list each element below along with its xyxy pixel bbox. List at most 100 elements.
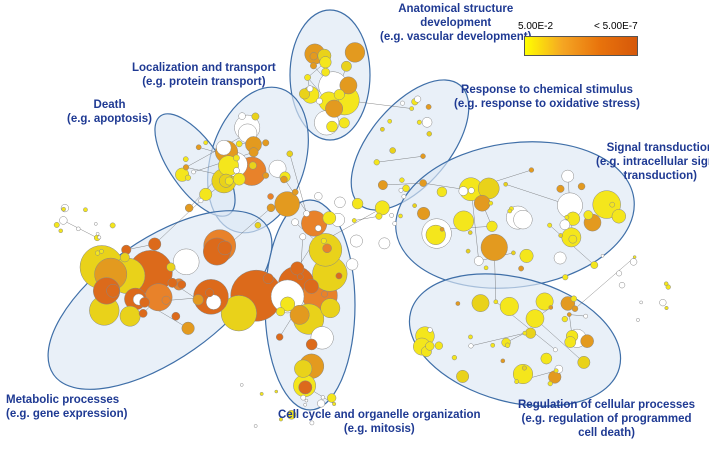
network-node [618,281,626,289]
network-node [519,248,534,263]
edge [382,182,424,186]
network-node [278,417,283,422]
network-node [148,237,162,251]
label-anatomical-line3: (e.g. vascular development) [380,31,532,43]
network-node [568,234,578,244]
network-node [205,288,214,298]
network-node [414,95,422,103]
network-node [468,187,475,194]
network-node [350,234,363,248]
network-node [341,60,352,72]
network-node [322,211,337,225]
network-node [580,334,594,348]
network-node [120,252,130,263]
network-node [451,354,458,361]
network-node [167,277,178,288]
network-node [181,321,195,335]
label-death-line1: Death [93,99,126,111]
network-node [636,318,640,322]
network-node [540,352,553,365]
network-node [275,333,284,341]
network-node [216,140,232,156]
network-node [270,279,305,314]
network-node [493,299,499,305]
network-node [184,174,191,181]
network-node [511,250,516,256]
network-node [286,150,294,158]
legend-low-label: 5.00E-2 [518,21,554,32]
network-node [61,206,66,212]
network-node [419,179,427,187]
label-cellcycle-line2: (e.g. mitosis) [343,423,415,435]
network-node [521,365,527,371]
network-node [518,265,524,272]
network-node [639,300,643,305]
network-node [590,261,599,269]
network-node [471,294,490,312]
network-node [455,301,461,306]
network-node [339,76,358,95]
network-node [303,278,319,294]
network-node [217,240,233,256]
network-node [535,292,554,311]
label-signal: Signal transduction (e.g. intracellular … [596,141,709,183]
network-node [184,203,194,213]
network-node [274,389,279,394]
network-node [558,233,564,238]
network-node [259,391,264,396]
network-node [346,258,359,271]
network-node [203,140,208,145]
network-node [310,62,317,70]
network-node [325,99,344,118]
edge [354,215,379,221]
network-node [326,120,338,133]
network-node [262,139,270,147]
network-node [267,193,274,200]
network-node [320,237,327,244]
network-node [294,359,313,378]
network-node [94,222,98,226]
network-node [507,208,513,214]
network-node [473,256,484,266]
network-node [251,112,260,121]
label-anatomical-line2: development [420,17,492,29]
network-node [426,131,432,137]
network-node [401,194,407,199]
network-node [552,347,558,353]
network-node [398,187,404,193]
legend-high-label: < 5.00E-7 [594,21,638,32]
network-node [351,218,357,223]
network-node [378,237,391,250]
network-node [248,161,257,170]
network-node [99,248,104,254]
network-node [58,228,63,234]
network-node [198,198,204,204]
network-node [119,305,141,327]
network-node [291,188,299,196]
network-node [412,203,417,208]
network-nodes [53,42,671,428]
network-node [398,213,403,219]
network-node [298,380,313,395]
network-node [232,172,246,186]
network-node [664,305,669,311]
network-node [262,273,274,285]
network-node [276,307,286,317]
network-node [409,106,414,111]
network-node [553,251,567,265]
network-node [488,200,494,206]
network-node [553,368,559,374]
network-node [274,191,300,217]
label-metabolic-line2: (e.g. gene expression) [6,408,128,420]
network-node [239,383,244,387]
network-node [333,89,345,101]
network-node [139,297,150,308]
network-node [467,230,473,235]
network-node [417,206,431,220]
label-signal-line1: Signal transduction [606,142,709,154]
edge [376,155,424,163]
network-node [416,119,422,125]
network-node [436,186,448,198]
label-regulation-line1: Regulation of cellular processes [518,399,696,411]
network-node [317,399,326,408]
